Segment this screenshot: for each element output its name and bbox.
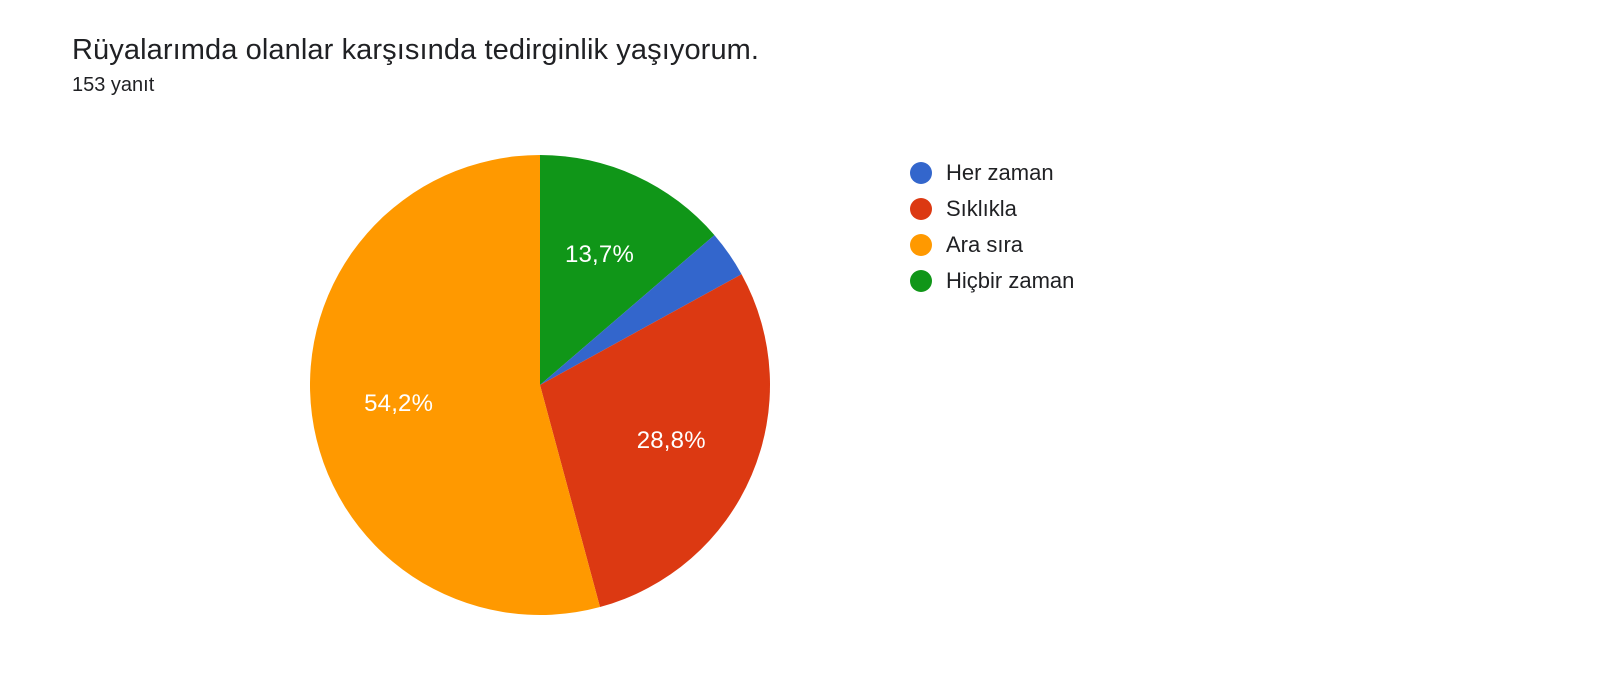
legend-item: Hiçbir zaman (910, 268, 1074, 294)
legend-label: Ara sıra (946, 232, 1023, 258)
slice-label-siklikla: 28,8% (637, 427, 706, 455)
slice-label-ara_sira: 54,2% (364, 390, 433, 418)
legend: Her zaman Sıklıkla Ara sıra Hiçbir zaman (910, 160, 1074, 294)
legend-dot-icon (910, 162, 932, 184)
chart-container: Rüyalarımda olanlar karşısında tedirginl… (0, 0, 1600, 673)
pie-chart: 13,7% 28,8% 54,2% (300, 145, 780, 625)
slice-label-hicbir_zaman: 13,7% (565, 241, 634, 269)
legend-dot-icon (910, 198, 932, 220)
pie-svg (300, 145, 780, 625)
legend-dot-icon (910, 234, 932, 256)
chart-title: Rüyalarımda olanlar karşısında tedirginl… (72, 34, 759, 67)
response-count: 153 yanıt (72, 74, 154, 97)
legend-item: Sıklıkla (910, 196, 1074, 222)
legend-label: Hiçbir zaman (946, 268, 1074, 294)
legend-item: Her zaman (910, 160, 1074, 186)
legend-label: Her zaman (946, 160, 1054, 186)
legend-dot-icon (910, 270, 932, 292)
legend-item: Ara sıra (910, 232, 1074, 258)
legend-label: Sıklıkla (946, 196, 1017, 222)
